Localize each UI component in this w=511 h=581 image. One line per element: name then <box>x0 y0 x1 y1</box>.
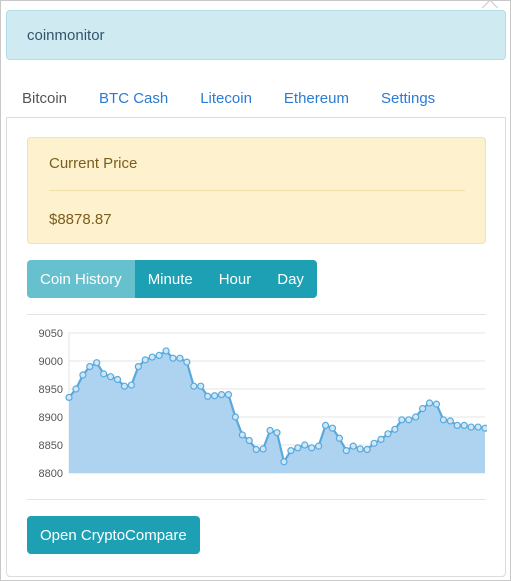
chart-bottom-divider <box>27 499 486 500</box>
price-data-point <box>93 359 101 367</box>
price-data-point <box>294 444 302 452</box>
price-data-point <box>287 446 295 455</box>
price-data-point <box>398 416 406 424</box>
y-tick-label: 8850 <box>39 440 63 452</box>
price-data-point <box>446 417 454 425</box>
price-data-point <box>86 362 94 371</box>
coin-tabs: Bitcoin BTC Cash Litecoin Ethereum Setti… <box>6 77 506 117</box>
y-tick-label: 9000 <box>39 356 63 368</box>
price-data-point <box>231 413 239 421</box>
bitcoin-panel: Current Price $8878.87 Coin History Minu… <box>6 117 506 577</box>
price-data-point <box>425 399 434 407</box>
range-button-group: Coin History Minute Hour Day <box>27 260 317 298</box>
minute-button[interactable]: Minute <box>134 260 206 298</box>
price-data-point <box>65 393 73 402</box>
price-data-point <box>453 421 461 430</box>
price-data-point <box>363 445 371 454</box>
price-data-point <box>356 445 364 453</box>
price-data-point <box>245 436 253 445</box>
app-title: coinmonitor <box>27 26 105 44</box>
price-data-point <box>481 424 487 432</box>
price-data-point <box>412 413 420 421</box>
price-data-point <box>127 381 136 389</box>
y-tick-label: 8800 <box>39 468 63 480</box>
price-data-point <box>301 441 309 449</box>
price-data-point <box>106 373 115 381</box>
price-data-point <box>259 445 267 453</box>
price-data-point <box>460 421 468 430</box>
coin-history-button[interactable]: Coin History <box>27 260 135 298</box>
tab-litecoin[interactable]: Litecoin <box>200 90 252 107</box>
price-data-point <box>474 423 482 431</box>
price-data-point <box>335 434 343 442</box>
price-history-chart: 8800 8850 8900 8950 9000 9050 <box>27 323 487 493</box>
price-data-point <box>377 435 385 444</box>
price-data-point <box>252 445 260 454</box>
price-data-point <box>280 458 288 466</box>
price-data-point <box>204 392 212 400</box>
price-history-chart-svg: 8800 8850 8900 8950 9000 9050 <box>39 328 487 480</box>
price-data-point <box>405 416 413 424</box>
price-data-point <box>391 425 399 433</box>
price-data-point <box>384 430 392 438</box>
chart-top-divider <box>27 314 486 315</box>
price-data-point <box>120 382 129 390</box>
price-data-point <box>439 416 447 424</box>
y-tick-label: 8900 <box>39 412 63 424</box>
price-data-point <box>148 353 156 361</box>
tab-bitcoin[interactable]: Bitcoin <box>22 90 68 107</box>
price-data-point <box>266 426 274 435</box>
price-data-point <box>155 351 163 360</box>
tab-btc-cash[interactable]: BTC Cash <box>99 90 169 107</box>
price-divider <box>49 190 465 191</box>
price-data-point <box>321 421 330 430</box>
app-header: coinmonitor <box>6 10 506 60</box>
y-tick-label: 9050 <box>39 328 63 340</box>
price-data-point <box>72 385 80 393</box>
price-data-point <box>162 347 170 355</box>
current-price-value: $8878.87 <box>49 211 112 228</box>
price-data-point <box>134 362 142 371</box>
current-price-card: Current Price $8878.87 <box>27 137 486 244</box>
tab-ethereum[interactable]: Ethereum <box>283 90 349 107</box>
price-data-point <box>467 423 475 431</box>
price-data-point <box>238 431 246 439</box>
price-data-point <box>308 444 316 452</box>
price-data-point <box>328 424 337 432</box>
price-data-point <box>169 354 177 362</box>
price-data-point <box>183 358 191 366</box>
tab-settings[interactable]: Settings <box>380 90 436 107</box>
price-data-point <box>419 404 427 413</box>
price-data-point <box>349 442 357 450</box>
price-data-point <box>211 392 219 400</box>
price-data-point <box>315 442 323 450</box>
hour-button[interactable]: Hour <box>205 260 265 298</box>
price-data-point <box>141 356 149 364</box>
day-button[interactable]: Day <box>264 260 317 298</box>
price-data-point <box>100 370 108 378</box>
price-data-point <box>217 390 226 399</box>
price-data-point <box>224 390 233 399</box>
popup-caret-icon <box>482 0 498 8</box>
price-data-point <box>176 354 184 362</box>
current-price-label: Current Price <box>49 155 138 172</box>
price-data-point <box>113 375 122 384</box>
price-data-point <box>190 382 198 390</box>
price-data-point <box>432 400 441 408</box>
y-tick-label: 8950 <box>39 384 63 396</box>
price-data-point <box>342 446 350 455</box>
price-data-point <box>273 429 281 437</box>
price-data-point <box>197 382 205 390</box>
price-data-point <box>79 371 87 379</box>
price-data-point <box>370 439 378 447</box>
open-cryptocompare-button[interactable]: Open CryptoCompare <box>27 516 200 554</box>
